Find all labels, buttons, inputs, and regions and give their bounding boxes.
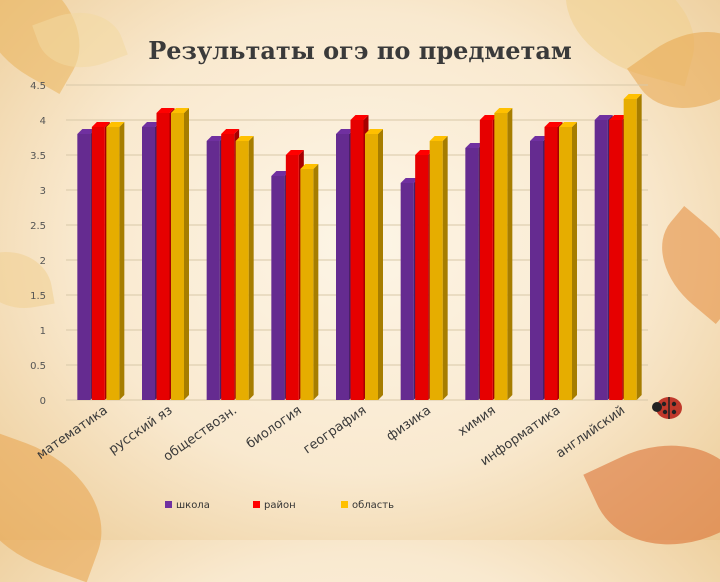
bar (415, 155, 429, 400)
y-tick-label: 1 (40, 326, 46, 337)
x-tick-label: математика (34, 403, 111, 463)
bar-top (271, 171, 290, 176)
bar (594, 120, 608, 400)
y-axis: 0 0.5 1 1.5 2 2.5 3 3.5 4 4.5 (30, 81, 46, 407)
bar-top (559, 122, 577, 127)
bar-top (336, 129, 354, 134)
y-tick-label: 4.5 (30, 81, 46, 92)
bar-top (429, 136, 448, 141)
bar-top (77, 129, 96, 134)
bar-top (494, 108, 513, 113)
bar-side (572, 122, 577, 400)
x-tick-label: география (301, 403, 370, 457)
bar-side (119, 122, 125, 400)
legend-swatch (253, 501, 260, 508)
bar (609, 120, 623, 400)
y-tick-label: 2.5 (30, 221, 46, 232)
bars (77, 94, 642, 400)
x-tick-label: английский (553, 403, 627, 461)
legend-label: район (264, 500, 296, 511)
bar-top (221, 129, 240, 134)
y-tick-label: 3.5 (30, 151, 46, 162)
chart-title: Результаты огэ по предметам (148, 36, 572, 65)
bar (77, 134, 91, 400)
x-tick-label: физика (384, 403, 434, 444)
bar-top (91, 122, 110, 127)
bar-top (609, 115, 628, 120)
bar-side (636, 94, 642, 400)
bar-top (465, 143, 484, 148)
bar-side (507, 108, 513, 400)
y-tick-label: 2 (40, 256, 46, 267)
y-tick-label: 3 (40, 186, 46, 197)
legend-label: школа (176, 500, 210, 511)
bar (623, 99, 637, 400)
bar (544, 127, 558, 400)
bar-top (106, 122, 125, 127)
bar (91, 127, 105, 400)
bar-top (285, 150, 304, 155)
bar (156, 113, 170, 400)
bar (206, 141, 220, 400)
bar (429, 141, 443, 400)
bar (300, 169, 314, 400)
bar-top (156, 108, 175, 113)
bar-top (479, 115, 498, 120)
ladybug-icon (652, 397, 682, 419)
bar-top (530, 136, 548, 141)
bar (171, 113, 184, 400)
bar-top (235, 136, 254, 141)
bar-top (544, 122, 563, 127)
bar (221, 134, 235, 400)
bar (271, 176, 285, 400)
bar-side (248, 136, 254, 400)
y-tick-label: 0.5 (30, 361, 46, 372)
y-tick-label: 1.5 (30, 291, 46, 302)
bar (479, 120, 493, 400)
bar (494, 113, 508, 400)
bar-top (206, 136, 225, 141)
bar (142, 127, 155, 400)
legend: школа район область (165, 500, 394, 511)
x-tick-label: биология (244, 403, 305, 452)
bar-top (400, 178, 419, 183)
bar-top (415, 150, 434, 155)
bar-top (623, 94, 642, 99)
bar-top (594, 115, 613, 120)
bar (559, 127, 572, 400)
bar (400, 183, 414, 400)
bar-top (350, 115, 369, 120)
legend-swatch (165, 501, 172, 508)
bar (530, 141, 543, 400)
bar-top (365, 129, 383, 134)
x-tick-label: химия (455, 403, 498, 440)
bar-top (142, 122, 160, 127)
bar (285, 155, 299, 400)
legend-label: область (352, 500, 394, 511)
bar (106, 127, 120, 400)
y-tick-label: 0 (40, 396, 46, 407)
bar-side (442, 136, 448, 400)
legend-swatch (341, 501, 348, 508)
bar (336, 134, 349, 400)
bar (235, 141, 249, 400)
bar-side (378, 129, 383, 400)
bar-top (300, 164, 319, 169)
bar-top (171, 108, 189, 113)
y-tick-label: 4 (40, 116, 46, 127)
bar-side (184, 108, 189, 400)
bar (465, 148, 479, 400)
bar-side (313, 164, 319, 400)
bar (365, 134, 378, 400)
bar (350, 120, 364, 400)
